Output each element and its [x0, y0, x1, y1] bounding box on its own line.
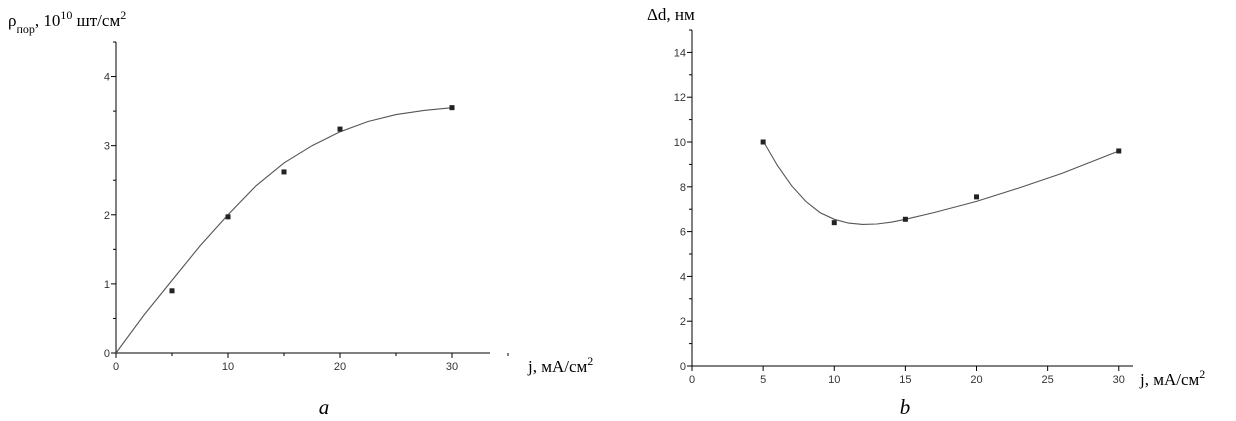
fit-curve-line — [115, 107, 453, 354]
x-tick-label: 0 — [113, 361, 119, 373]
panel-label: b — [900, 395, 911, 419]
data-point — [974, 194, 980, 200]
data-point — [760, 139, 766, 145]
x-axis-title-sup: 2 — [587, 354, 593, 368]
x-tick-label: 30 — [1113, 374, 1125, 386]
x-axis-title-text: j, мА/см — [1139, 370, 1200, 389]
x-axis-title-sup: 2 — [1199, 367, 1205, 381]
x-tick-label: 5 — [760, 374, 766, 386]
data-point — [831, 220, 837, 226]
y-axis-title-unit-sup: 2 — [120, 8, 126, 22]
y-axis-title-exp: 10 — [60, 8, 72, 22]
data-point — [169, 288, 175, 294]
y-tick-label: 2 — [104, 210, 110, 222]
x-tick-label: 15 — [899, 374, 911, 386]
y-tick-label: 14 — [674, 47, 686, 59]
y-tick-label: 1 — [104, 279, 110, 291]
y-tick-label: 6 — [680, 227, 686, 239]
y-tick-label: 0 — [104, 348, 110, 360]
x-tick-label: 10 — [222, 361, 234, 373]
y-tick-label: 0 — [680, 361, 686, 373]
x-axis-title: j, мА/см2 — [527, 354, 593, 376]
y-axis-title-text: Δd, нм — [647, 5, 695, 24]
data-point — [225, 214, 231, 220]
data-point — [281, 169, 287, 175]
x-axis-title: j, мА/см2 — [1139, 367, 1205, 389]
data-point — [449, 105, 455, 111]
x-axis-title-text: j, мА/см — [527, 357, 588, 376]
fit-curve-line — [762, 140, 1120, 225]
y-axis-title-text: ρ — [8, 11, 16, 30]
y-tick-label: 8 — [680, 182, 686, 194]
x-tick-label: 0 — [689, 374, 695, 386]
data-point — [337, 126, 343, 132]
y-tick-label: 3 — [104, 141, 110, 153]
x-tick-label: 20 — [970, 374, 982, 386]
y-axis-title-sub: пор — [16, 22, 34, 36]
y-axis-title-rest: , 10 — [35, 11, 61, 30]
data-point — [902, 216, 908, 222]
data-point — [1116, 148, 1122, 154]
y-tick-label: 4 — [680, 271, 686, 283]
y-tick-label: 12 — [674, 92, 686, 104]
y-tick-label: 10 — [674, 137, 686, 149]
panel-label: a — [319, 395, 330, 419]
y-tick-label: 2 — [680, 316, 686, 328]
y-axis-title-unit: шт/см — [72, 11, 120, 30]
x-tick-label: 10 — [828, 374, 840, 386]
y-axis-title: ρпор, 1010 шт/см2 — [8, 8, 126, 36]
x-tick-label: 25 — [1042, 374, 1054, 386]
y-tick-label: 4 — [104, 72, 110, 84]
x-tick-label: 30 — [446, 361, 458, 373]
y-axis-title: Δd, нм — [647, 5, 695, 24]
x-tick-label: 20 — [334, 361, 346, 373]
